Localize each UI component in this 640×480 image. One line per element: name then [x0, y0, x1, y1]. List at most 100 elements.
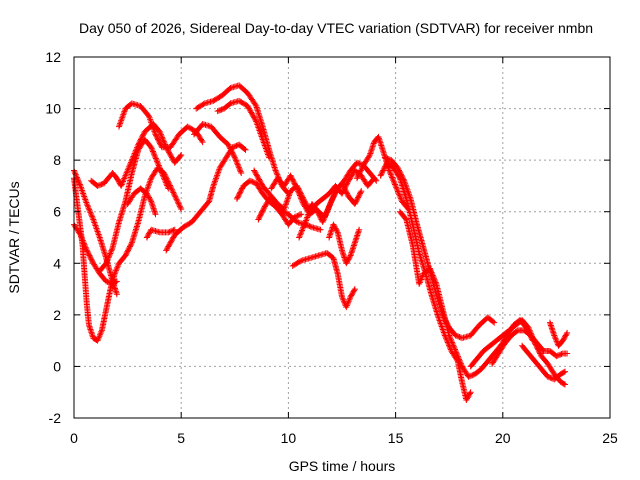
data-point	[325, 204, 332, 211]
data-point	[372, 176, 379, 183]
data-point	[394, 187, 401, 194]
data-point	[468, 372, 475, 379]
data-point	[248, 178, 255, 185]
data-point	[551, 333, 558, 340]
data-point	[250, 113, 257, 120]
data-point	[453, 333, 460, 340]
data-point	[170, 234, 177, 241]
data-point	[452, 347, 459, 354]
data-point	[428, 268, 435, 275]
data-point	[319, 219, 326, 226]
data-point	[177, 204, 184, 211]
data-point	[161, 176, 168, 183]
data-point	[159, 135, 166, 142]
data-point	[347, 293, 354, 300]
data-point	[89, 257, 96, 264]
data-point	[162, 178, 169, 185]
data-point	[205, 199, 212, 206]
data-point	[427, 266, 434, 273]
data-point	[418, 275, 425, 282]
data-point	[249, 112, 256, 119]
data-point	[350, 288, 357, 295]
data-point	[378, 171, 385, 178]
data-point	[562, 332, 569, 339]
y-tick-label: 0	[53, 358, 61, 374]
data-point	[168, 154, 175, 161]
data-point	[466, 373, 473, 380]
data-point	[464, 395, 471, 402]
data-point	[72, 170, 79, 177]
data-point	[256, 215, 263, 222]
data-point	[429, 272, 436, 279]
data-point	[564, 350, 571, 357]
data-point	[128, 157, 135, 164]
data-point	[236, 190, 243, 197]
data-point	[168, 153, 175, 160]
data-point	[258, 180, 265, 187]
data-point	[152, 155, 159, 162]
data-point	[156, 165, 163, 172]
data-point	[168, 186, 175, 193]
data-point	[166, 240, 173, 247]
data-point	[146, 195, 153, 202]
data-point	[449, 340, 456, 347]
data-point	[248, 110, 255, 117]
data-point	[296, 191, 303, 198]
data-point	[227, 146, 234, 153]
data-point	[256, 176, 263, 183]
data-point	[241, 145, 248, 152]
data-point	[218, 106, 225, 113]
data-point	[118, 182, 125, 189]
data-point	[301, 220, 308, 227]
series-arc12	[214, 97, 273, 161]
data-point	[164, 182, 171, 189]
data-point	[153, 156, 160, 163]
data-point	[153, 133, 160, 140]
data-point	[232, 143, 239, 150]
data-point	[396, 192, 403, 199]
data-point	[289, 176, 296, 183]
data-point	[394, 188, 401, 195]
data-point	[246, 177, 253, 184]
data-point	[77, 231, 84, 238]
data-point	[273, 168, 280, 175]
data-point	[259, 208, 266, 215]
data-point	[343, 260, 350, 267]
data-point	[159, 172, 166, 179]
data-point	[383, 155, 390, 162]
data-point	[395, 166, 402, 173]
data-point	[260, 206, 267, 213]
data-point	[378, 170, 385, 177]
data-point	[321, 213, 328, 220]
data-point	[328, 197, 335, 204]
data-point	[339, 293, 345, 300]
data-point	[238, 186, 245, 193]
data-point	[127, 159, 134, 166]
data-point	[114, 263, 121, 270]
data-point	[417, 277, 424, 284]
data-point	[345, 299, 352, 306]
data-point	[291, 180, 298, 187]
data-point	[156, 139, 163, 146]
data-point	[242, 146, 249, 153]
data-point	[400, 176, 407, 183]
data-point	[464, 394, 471, 401]
data-point	[248, 109, 255, 116]
plot-frame	[73, 56, 611, 419]
data-point	[332, 225, 339, 232]
series-arc01	[71, 167, 120, 298]
data-point	[357, 189, 364, 196]
data-point	[112, 267, 119, 274]
data-point	[162, 179, 169, 186]
data-point	[356, 170, 363, 177]
series-arc05	[96, 136, 172, 275]
data-point	[428, 269, 435, 276]
data-point	[356, 226, 363, 233]
data-point	[432, 279, 439, 286]
data-point	[127, 242, 134, 249]
data-point	[235, 163, 242, 170]
data-point	[169, 235, 176, 242]
data-point	[354, 173, 361, 180]
data-point	[343, 302, 350, 309]
data-point	[166, 228, 173, 235]
